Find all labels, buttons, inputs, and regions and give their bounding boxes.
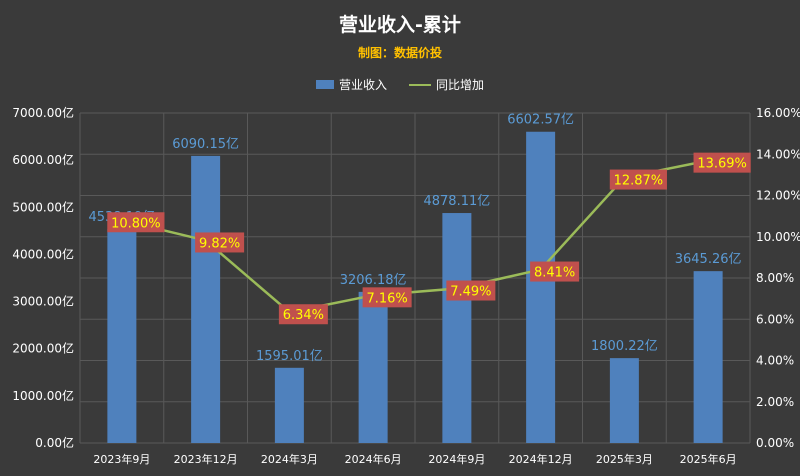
yoy-data-label: 9.82% xyxy=(199,236,240,251)
yoy-data-label: 8.41% xyxy=(534,266,575,281)
x-tick-label: 2025年3月 xyxy=(596,452,653,466)
revenue-data-label: 3645.26亿 xyxy=(675,252,742,267)
yoy-label-box xyxy=(609,169,667,190)
x-tick-label: 2023年12月 xyxy=(174,452,238,466)
y-right-tick-label: 10.00% xyxy=(756,230,800,244)
y-right-tick-label: 14.00% xyxy=(756,147,800,161)
y-left-tick-label: 2000.00亿 xyxy=(12,341,74,356)
revenue-data-label: 6090.15亿 xyxy=(172,137,239,152)
x-tick-label: 2023年9月 xyxy=(93,452,150,466)
chart-legend: 营业收入 同比增加 xyxy=(0,76,800,93)
y-right-tick-label: 16.00% xyxy=(756,106,800,120)
revenue-bar xyxy=(693,271,723,443)
legend-bar-swatch xyxy=(315,80,334,89)
y-right-tick-label: 6.00% xyxy=(756,312,794,326)
yoy-data-label: 12.87% xyxy=(614,174,664,189)
revenue-bar xyxy=(358,291,388,443)
legend-item-yoy: 同比增加 xyxy=(409,76,484,93)
yoy-data-label: 10.80% xyxy=(111,216,161,231)
y-left-tick-label: 4000.00亿 xyxy=(12,246,74,261)
revenue-data-label: 4878.11亿 xyxy=(423,194,490,209)
yoy-data-label: 7.49% xyxy=(450,285,491,300)
revenue-bar xyxy=(609,358,639,443)
y-left-tick-label: 5000.00亿 xyxy=(12,199,74,214)
y-right-tick-label: 12.00% xyxy=(756,189,800,203)
x-tick-label: 2024年9月 xyxy=(428,452,485,466)
yoy-label-box xyxy=(278,304,328,325)
x-tick-label: 2024年6月 xyxy=(345,452,402,466)
revenue-bar xyxy=(107,229,137,443)
x-tick-label: 2024年12月 xyxy=(509,452,573,466)
legend-label-yoy: 同比增加 xyxy=(436,78,485,92)
y-left-tick-label: 1000.00亿 xyxy=(12,388,74,403)
revenue-data-label: 1800.22亿 xyxy=(591,339,658,354)
x-tick-label: 2025年6月 xyxy=(680,452,737,466)
revenue-data-label: 6602.57亿 xyxy=(507,113,574,128)
yoy-label-box xyxy=(693,152,751,173)
y-left-tick-label: 7000.00亿 xyxy=(12,105,74,120)
chart-title: 营业收入-累计 xyxy=(339,14,461,36)
y-right-tick-label: 2.00% xyxy=(756,395,794,409)
legend-item-revenue: 营业收入 xyxy=(315,76,387,93)
yoy-label-box xyxy=(107,212,165,233)
legend-line-swatch xyxy=(409,83,431,86)
revenue-bar xyxy=(191,155,221,443)
revenue-data-label: 1595.01亿 xyxy=(256,349,323,364)
y-right-tick-label: 8.00% xyxy=(756,271,794,285)
y-right-tick-label: 4.00% xyxy=(756,354,794,368)
y-right-tick-label: 0.00% xyxy=(756,436,794,450)
legend-label-revenue: 营业收入 xyxy=(338,78,387,92)
y-left-tick-label: 3000.00亿 xyxy=(12,294,74,309)
yoy-data-label: 13.69% xyxy=(697,157,747,172)
yoy-label-box xyxy=(530,261,580,282)
yoy-label-box xyxy=(362,287,412,308)
chart-subtitle: 制图：数据价投 xyxy=(357,46,442,60)
y-left-tick-label: 6000.00亿 xyxy=(12,152,74,167)
revenue-bar xyxy=(526,131,556,443)
y-left-tick-label: 0.00亿 xyxy=(35,435,74,450)
revenue-data-label: 3206.18亿 xyxy=(340,273,407,288)
yoy-label-box xyxy=(446,280,496,301)
yoy-data-label: 7.16% xyxy=(366,291,407,306)
x-tick-label: 2024年3月 xyxy=(261,452,318,466)
yoy-label-box xyxy=(195,232,245,253)
revenue-bar xyxy=(274,367,304,443)
yoy-data-label: 6.34% xyxy=(283,308,324,323)
revenue-bar xyxy=(442,213,472,443)
